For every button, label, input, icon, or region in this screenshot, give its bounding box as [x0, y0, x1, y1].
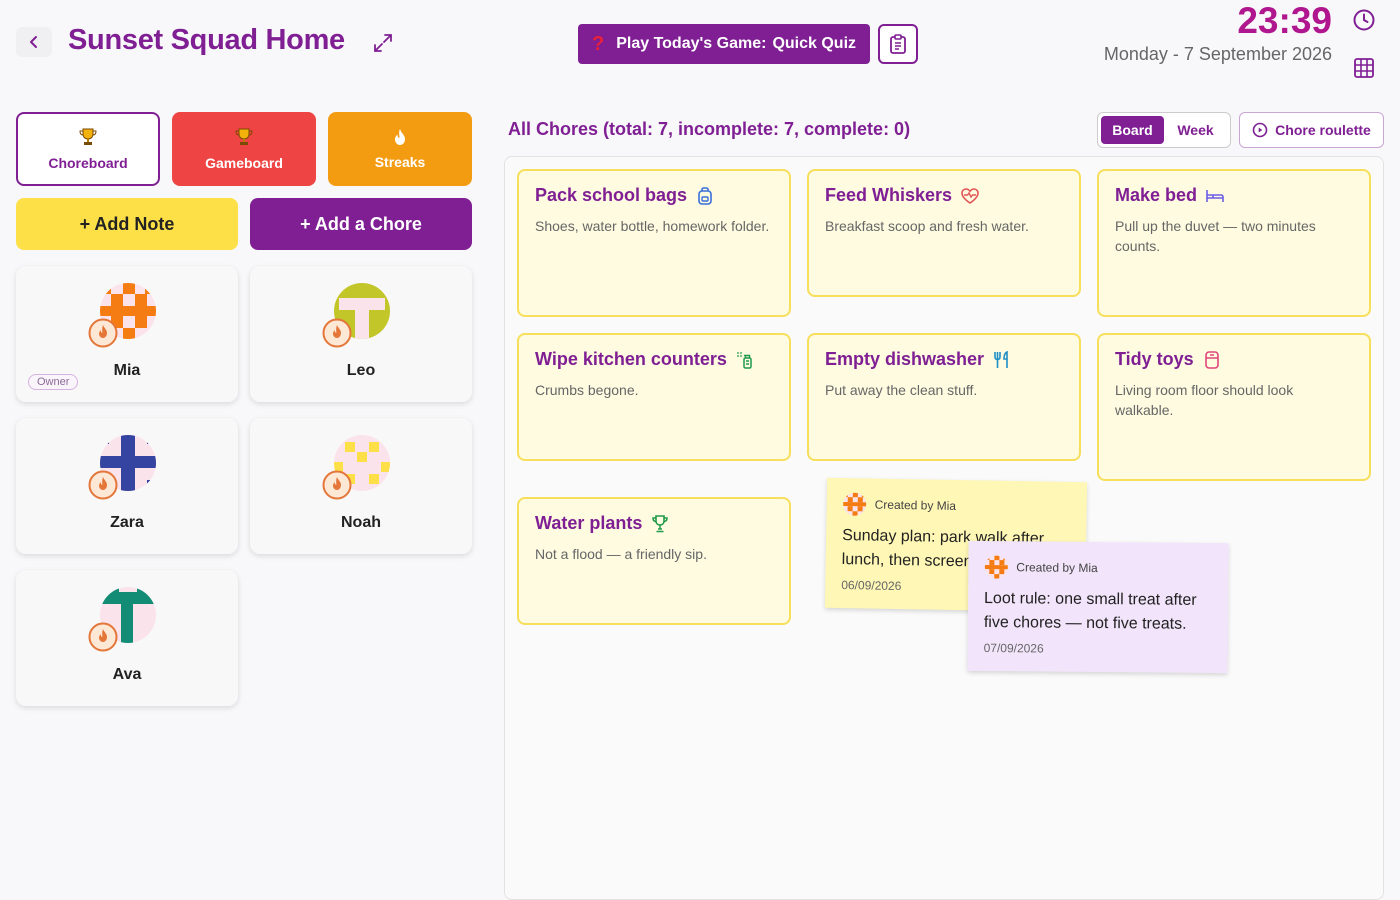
member-card-mia[interactable]: Owner Mia: [16, 266, 238, 402]
backpack-icon: [698, 186, 712, 205]
member-name: Mia: [113, 362, 141, 379]
tab-choreboard[interactable]: Choreboard: [16, 112, 160, 186]
chore-title: Empty dishwasher: [825, 349, 985, 369]
avatar: [100, 587, 156, 643]
expand-icon[interactable]: [372, 32, 394, 54]
chore-title: Pack school bags: [535, 185, 688, 205]
page-title: Sunset Squad Home: [68, 24, 345, 56]
sticky-note[interactable]: Created by Mia Sunday plan: park walk af…: [824, 477, 1088, 613]
back-button[interactable]: [16, 27, 52, 57]
view-week-button[interactable]: Week: [1177, 122, 1214, 138]
play-label: Play Today's Game:: [616, 35, 767, 52]
heart-pulse-icon: [961, 187, 979, 204]
tab-gameboard[interactable]: Gameboard: [172, 112, 316, 186]
play-game-name: Quick Quiz: [772, 35, 857, 52]
streak-flame-icon: [88, 470, 118, 500]
tab-choreboard-label: Choreboard: [48, 155, 128, 171]
chore-description: Put away the clean stuff.: [825, 382, 978, 398]
member-card-zara[interactable]: Zara: [16, 418, 238, 554]
owner-badge: Owner: [28, 374, 79, 390]
streak-flame-icon: [88, 318, 118, 348]
avatar: [100, 283, 156, 339]
chore-card-wipe-kitchen-counters[interactable]: Wipe kitchen counters Crumbs begone.: [517, 333, 791, 461]
clock-time: 23:39: [1237, 0, 1332, 41]
avatar: [984, 555, 1008, 579]
trophy-icon: [652, 514, 669, 532]
chore-card-empty-dishwasher[interactable]: Empty dishwasher Put away the clean stuf…: [807, 333, 1081, 461]
streak-flame-icon: [88, 622, 118, 652]
chore-description: Crumbs begone.: [535, 382, 639, 398]
grid-icon[interactable]: [1353, 57, 1375, 79]
chore-card-feed-whiskers[interactable]: Feed Whiskers Breakfast scoop and fresh …: [807, 169, 1081, 297]
avatar: [842, 492, 867, 516]
chore-card-tidy-toys[interactable]: Tidy toys Living room floor should look …: [1097, 333, 1371, 481]
avatar: [334, 435, 390, 491]
tab-gameboard-label: Gameboard: [205, 155, 283, 171]
sticky-note[interactable]: Created by Mia Loot rule: one small trea…: [967, 540, 1229, 674]
chore-title: Tidy toys: [1115, 349, 1194, 369]
chore-title: Make bed: [1115, 185, 1198, 205]
chore-description: Not a flood — a friendly sip.: [535, 546, 707, 562]
chore-description: Pull up the duvet — two minutes counts.: [1115, 218, 1316, 254]
member-card-noah[interactable]: Noah: [250, 418, 472, 554]
play-todays-game-button[interactable]: ? Play Today's Game: Quick Quiz: [578, 24, 870, 64]
clock-date: Monday - 7 September 2026: [1103, 44, 1332, 64]
chore-roulette-label: Chore roulette: [1275, 122, 1371, 138]
note-author: Created by Mia: [874, 497, 957, 513]
note-text: Loot rule: one small treat after five ch…: [983, 590, 1197, 633]
chore-card-water-plants[interactable]: Water plants Not a flood — a friendly si…: [517, 497, 791, 625]
member-name: Ava: [112, 666, 142, 683]
chores-summary-heading: All Chores (total: 7, incomplete: 7, com…: [508, 119, 911, 139]
clipboard-button[interactable]: [878, 24, 918, 64]
member-name: Zara: [110, 514, 144, 531]
flame-icon: [395, 129, 405, 145]
tab-streaks[interactable]: Streaks: [328, 112, 472, 186]
trophy-icon: [235, 128, 253, 145]
view-board-button[interactable]: Board: [1101, 116, 1164, 144]
member-card-ava[interactable]: Ava: [16, 570, 238, 706]
chore-title: Feed Whiskers: [825, 185, 953, 205]
chevron-left-icon: [30, 36, 37, 48]
tab-streaks-label: Streaks: [374, 154, 426, 170]
chore-card-pack-school-bags[interactable]: Pack school bags Shoes, water bottle, ho…: [517, 169, 791, 317]
avatar: [334, 283, 390, 339]
streak-flame-icon: [322, 470, 352, 500]
chore-description: Breakfast scoop and fresh water.: [825, 218, 1029, 234]
chore-roulette-button[interactable]: Chore roulette: [1239, 112, 1384, 148]
play-circle-icon: [1252, 122, 1268, 138]
view-toggle: Board Week: [1097, 112, 1231, 148]
bed-icon: [1206, 189, 1224, 202]
clock-icon[interactable]: [1352, 8, 1376, 32]
chore-card-make-bed[interactable]: Make bed Pull up the duvet — two minutes…: [1097, 169, 1371, 317]
chore-description: Living room floor should look walkable.: [1115, 382, 1294, 418]
clipboard-icon: [890, 34, 906, 54]
chore-title: Water plants: [535, 513, 643, 533]
note-date: 07/09/2026: [983, 641, 1044, 656]
chore-title: Wipe kitchen counters: [535, 349, 727, 369]
member-name: Leo: [346, 362, 376, 379]
chore-description: Shoes, water bottle, homework folder.: [535, 218, 770, 234]
utensils-icon: [994, 350, 1008, 368]
toy-box-icon: [1204, 350, 1219, 369]
member-card-leo[interactable]: Leo: [250, 266, 472, 402]
avatar: [100, 435, 156, 491]
spray-bottle-icon: [736, 351, 752, 369]
trophy-icon: [79, 128, 97, 145]
add-chore-button[interactable]: + Add a Chore: [250, 198, 472, 250]
add-note-button[interactable]: + Add Note: [16, 198, 238, 250]
streak-flame-icon: [322, 318, 352, 348]
question-mark-icon: ?: [591, 32, 605, 55]
note-author: Created by Mia: [1016, 560, 1098, 575]
member-name: Noah: [341, 514, 381, 531]
